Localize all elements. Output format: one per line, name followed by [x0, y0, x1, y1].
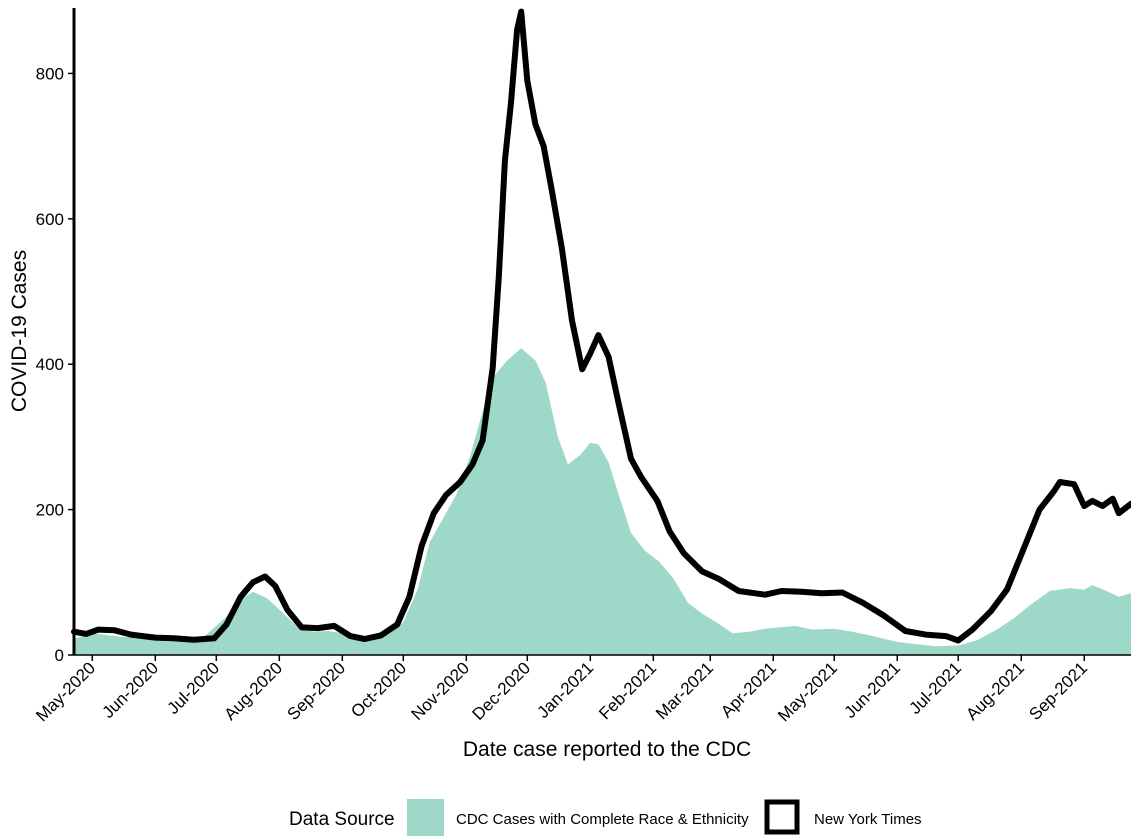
x-tick-label: Jun-2020: [99, 658, 163, 722]
x-tick-label: Jun-2021: [840, 658, 904, 722]
x-axis-title: Date case reported to the CDC: [463, 738, 751, 761]
x-tick-label: Aug-2021: [962, 658, 1028, 724]
x-tick-label: Jan-2021: [534, 658, 598, 722]
x-tick-label: Nov-2020: [408, 658, 474, 724]
x-tick-label: Jul-2021: [905, 658, 965, 718]
x-ticks: May-2020 Jun-2020 Jul-2020Aug-2020Sep-2020…: [32, 655, 1091, 725]
x-tick-label: Dec-2020: [469, 658, 535, 724]
plot-area: [71, 8, 1131, 655]
x-tick-label: Sep-2021: [1025, 658, 1091, 724]
y-tick-label: 200: [36, 501, 64, 520]
cdc-area-layer: [74, 348, 1131, 655]
legend-swatch-cdc: [407, 799, 444, 836]
nyt-line-layer: [71, 8, 1131, 644]
y-tick-label: 400: [36, 355, 64, 374]
x-tick-label: Sep-2020: [284, 658, 350, 724]
x-tick-label: Oct-2020: [347, 658, 410, 721]
x-tick-label: Apr-2021: [717, 658, 780, 721]
legend-swatch-nyt: [764, 799, 800, 835]
x-tick-label: May-2021: [774, 658, 841, 725]
y-tick-label: 800: [36, 64, 64, 83]
x-tick-label: Mar-2021: [652, 658, 717, 723]
legend-title: Data Source: [289, 809, 395, 830]
y-tick-label: 600: [36, 210, 64, 229]
series-area-cdc: [74, 348, 1131, 655]
series-line-nyt: [71, 8, 1131, 644]
x-tick-label: Jul-2020: [164, 658, 224, 718]
x-tick-label: May-2020: [32, 658, 99, 725]
legend: Data Source CDC Cases with Complete Race…: [289, 799, 922, 836]
legend-label-nyt: New York Times: [814, 811, 922, 828]
x-tick-label: Aug-2020: [221, 658, 287, 724]
y-axis-title: COVID-19 Cases: [8, 250, 31, 412]
y-ticks: 0 200 400 600 800: [36, 64, 74, 665]
legend-label-cdc: CDC Cases with Complete Race & Ethnicity: [456, 811, 749, 828]
y-tick-label: 0: [55, 646, 64, 665]
x-tick-label: Feb-2021: [595, 658, 660, 723]
